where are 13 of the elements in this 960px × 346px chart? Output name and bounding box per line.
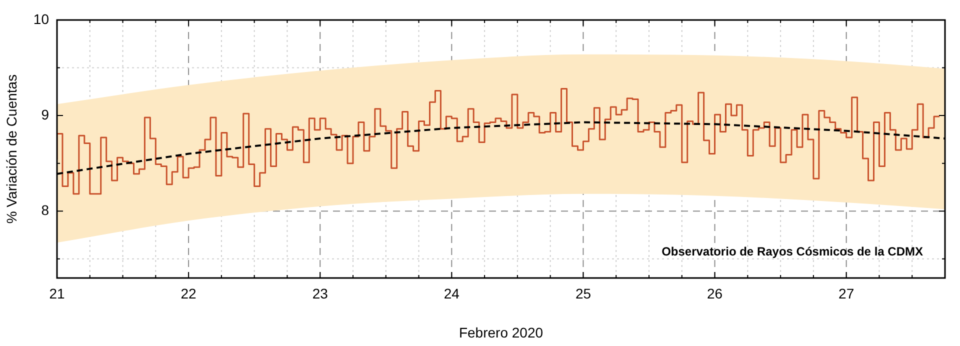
y-axis-title: % Variación de Cuentas (3, 74, 20, 224)
x-tick-label: 24 (444, 285, 460, 302)
x-axis-title: Febrero 2020 (458, 324, 544, 340)
x-tick-label: 26 (706, 285, 723, 302)
y-tick-label: 10 (33, 10, 50, 27)
annotation: Observatorio de Rayos Cósmicos de la CDMX (662, 244, 923, 258)
y-tick-label: 8 (41, 202, 50, 218)
x-tick-label: 27 (838, 285, 854, 302)
x-tick-label: 25 (575, 285, 592, 302)
x-tick-label: 23 (312, 285, 328, 302)
y-tick-label: 9 (41, 106, 50, 122)
x-tick-label: 21 (49, 285, 65, 302)
x-tick-label: 22 (180, 285, 197, 302)
